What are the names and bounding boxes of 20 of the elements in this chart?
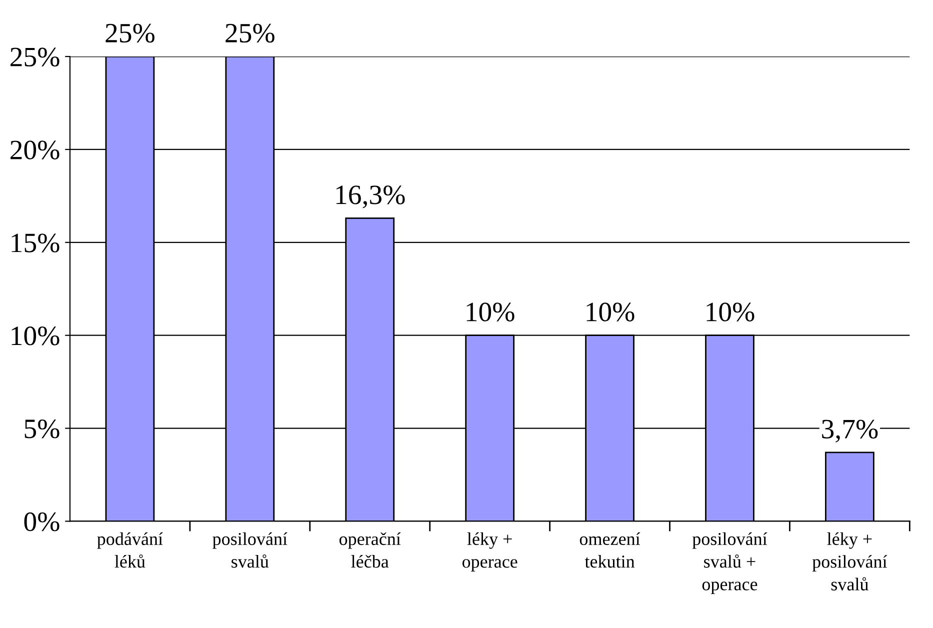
x-tick-label: posilování svalů	[212, 532, 288, 568]
data-label: 10%	[586, 302, 634, 322]
x-tick-label: posilování svalů + operace	[692, 532, 768, 594]
data-label: 10%	[706, 302, 754, 322]
x-tick-label: operační léčba	[339, 532, 401, 568]
x-tick-label: léky + operace	[462, 532, 518, 572]
y-tick-label: 5%	[24, 419, 60, 438]
y-tick-label: 20%	[10, 140, 60, 160]
data-label: 25%	[226, 24, 274, 43]
y-tick-label: 15%	[12, 234, 60, 252]
x-tick-label: omezení tekutin	[580, 532, 640, 568]
data-label: 3,7%	[822, 420, 878, 442]
y-tick-label: 10%	[12, 326, 60, 346]
data-label: 16,3%	[336, 186, 405, 208]
y-tick-label: 25%	[10, 48, 60, 67]
data-label: 25%	[106, 24, 154, 43]
y-tick-label: 0%	[24, 512, 60, 532]
data-label: 10%	[466, 302, 514, 322]
x-tick-label: léky + posilování svalů	[812, 532, 888, 590]
x-tick-label: podávání léků	[97, 532, 163, 568]
